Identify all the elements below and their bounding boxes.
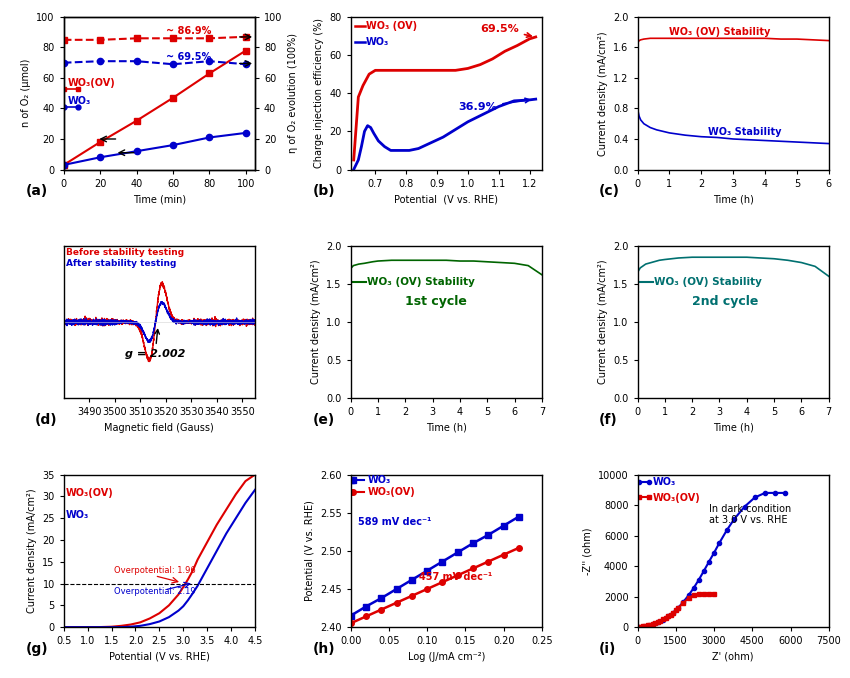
Y-axis label: Current density (mA/cm²): Current density (mA/cm²) bbox=[598, 31, 608, 155]
Text: WO₃(OV): WO₃(OV) bbox=[67, 77, 115, 87]
X-axis label: Magnetic field (Gauss): Magnetic field (Gauss) bbox=[105, 423, 214, 433]
Y-axis label: Charge injection efficiency (%): Charge injection efficiency (%) bbox=[314, 18, 324, 168]
Y-axis label: -Z'' (ohm): -Z'' (ohm) bbox=[582, 527, 592, 575]
Text: WO₃(OV): WO₃(OV) bbox=[653, 492, 700, 502]
Text: WO₃(OV): WO₃(OV) bbox=[66, 488, 114, 498]
Text: WO₃(OV): WO₃(OV) bbox=[367, 487, 415, 497]
Text: WO₃ (OV) Stability: WO₃ (OV) Stability bbox=[367, 277, 475, 287]
Text: WO₃ (OV) Stability: WO₃ (OV) Stability bbox=[654, 277, 762, 287]
Text: After stability testing: After stability testing bbox=[66, 259, 177, 268]
Text: 1st cycle: 1st cycle bbox=[405, 296, 468, 308]
Text: 36.9%: 36.9% bbox=[459, 98, 530, 113]
Text: (i): (i) bbox=[599, 642, 616, 656]
Text: WO₃ (OV) Stability: WO₃ (OV) Stability bbox=[670, 27, 771, 37]
Text: (d): (d) bbox=[35, 414, 58, 427]
Y-axis label: Current density (mA/cm²): Current density (mA/cm²) bbox=[598, 260, 608, 384]
X-axis label: Time (h): Time (h) bbox=[712, 423, 754, 433]
Y-axis label: Potential (V vs. RHE): Potential (V vs. RHE) bbox=[304, 500, 314, 601]
Y-axis label: Current density (mA/cm²): Current density (mA/cm²) bbox=[310, 260, 320, 384]
X-axis label: Time (min): Time (min) bbox=[133, 194, 186, 204]
Y-axis label: n of O₂ (μmol): n of O₂ (μmol) bbox=[20, 59, 31, 127]
Text: g = 2.002: g = 2.002 bbox=[125, 330, 185, 359]
Text: (h): (h) bbox=[313, 642, 335, 656]
Text: Overpotential: 2.19: Overpotential: 2.19 bbox=[114, 587, 196, 597]
Text: (c): (c) bbox=[599, 184, 620, 199]
Text: WO₃: WO₃ bbox=[366, 37, 389, 47]
Text: (b): (b) bbox=[313, 184, 335, 199]
Text: WO₃: WO₃ bbox=[367, 475, 391, 485]
Text: (a): (a) bbox=[26, 184, 48, 199]
Text: Before stability testing: Before stability testing bbox=[66, 248, 184, 258]
Text: (e): (e) bbox=[313, 414, 335, 427]
Text: 69.5%: 69.5% bbox=[480, 24, 531, 37]
X-axis label: Potential  (V vs. RHE): Potential (V vs. RHE) bbox=[394, 194, 498, 204]
Text: WO₃: WO₃ bbox=[67, 96, 91, 106]
Text: WO₃ (OV): WO₃ (OV) bbox=[366, 21, 417, 31]
X-axis label: Time (h): Time (h) bbox=[426, 423, 467, 433]
Text: Overpotential: 1.96: Overpotential: 1.96 bbox=[114, 565, 196, 575]
Text: WO₃: WO₃ bbox=[653, 477, 676, 487]
Text: (f): (f) bbox=[599, 414, 618, 427]
Y-axis label: η of O₂ evolution (100%): η of O₂ evolution (100%) bbox=[288, 33, 298, 153]
Text: ~ 86.9%: ~ 86.9% bbox=[166, 26, 211, 37]
X-axis label: Z' (ohm): Z' (ohm) bbox=[712, 652, 754, 662]
X-axis label: Time (h): Time (h) bbox=[712, 194, 754, 204]
X-axis label: Log (J/mA cm⁻²): Log (J/mA cm⁻²) bbox=[407, 652, 485, 662]
Text: 589 mV dec⁻¹: 589 mV dec⁻¹ bbox=[358, 517, 432, 527]
Text: WO₃ Stability: WO₃ Stability bbox=[707, 127, 781, 137]
Text: ~ 69.5%: ~ 69.5% bbox=[166, 52, 211, 62]
X-axis label: Potential (V vs. RHE): Potential (V vs. RHE) bbox=[109, 652, 210, 662]
Text: 457 mV dec⁻¹: 457 mV dec⁻¹ bbox=[420, 572, 493, 582]
Text: In dark condition
at 3.0 V vs. RHE: In dark condition at 3.0 V vs. RHE bbox=[709, 504, 791, 525]
Text: 2nd cycle: 2nd cycle bbox=[692, 296, 758, 308]
Text: (g): (g) bbox=[26, 642, 48, 656]
Text: WO₃: WO₃ bbox=[66, 510, 89, 520]
Y-axis label: Current density (mA/cm²): Current density (mA/cm²) bbox=[26, 489, 37, 613]
